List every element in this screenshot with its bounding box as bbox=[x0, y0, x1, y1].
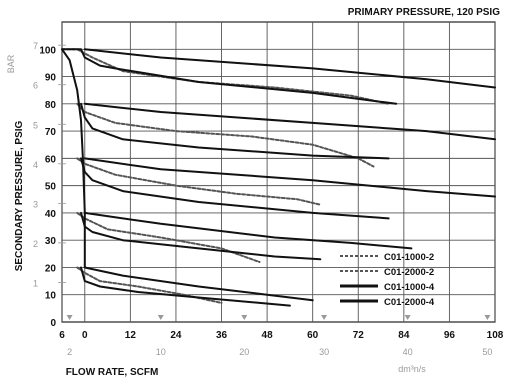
x-secondary-tick-label: 20 bbox=[239, 347, 249, 357]
x-tick-label: 12 bbox=[125, 330, 137, 341]
x-tick-label: 72 bbox=[353, 330, 365, 341]
x-tick-label: 108 bbox=[487, 330, 504, 341]
curve-c01-2000-4 bbox=[83, 157, 496, 198]
x-secondary-tick-label: 30 bbox=[319, 347, 329, 357]
y-tick-label: 0 bbox=[50, 318, 56, 329]
x-secondary-tick-label: 2 bbox=[67, 347, 72, 357]
y-tick-label: 70 bbox=[45, 127, 57, 138]
x-secondary-tick-label: 40 bbox=[403, 347, 413, 357]
y-tick-label: 80 bbox=[45, 100, 57, 111]
x-tick-label: 36 bbox=[216, 330, 228, 341]
curves bbox=[61, 48, 496, 307]
y-tick-label: 30 bbox=[45, 236, 57, 247]
y-tick-label: 60 bbox=[45, 154, 57, 165]
x-tick-label: 96 bbox=[444, 330, 456, 341]
axes: 6 0 12 24 36 48 60 72 84 96 1080102030405060708090… bbox=[33, 41, 504, 357]
y-secondary-tick-label: 2 bbox=[33, 239, 38, 249]
x-secondary-tick bbox=[157, 315, 164, 320]
y-tick-label: 10 bbox=[45, 291, 57, 302]
x-secondary-tick-label: 50 bbox=[482, 347, 492, 357]
curve-c01-1000-2 bbox=[76, 157, 322, 206]
y-tick-label: 90 bbox=[45, 73, 57, 84]
x-axis-label: FLOW RATE, SCFM bbox=[66, 367, 159, 378]
curve-c01-1000-4 bbox=[61, 48, 398, 105]
x-tick-label: 48 bbox=[262, 330, 274, 341]
curve-c01-1000-4 bbox=[80, 102, 390, 160]
y-axis-label: SECONDARY PRESSURE, PSIG bbox=[14, 120, 25, 271]
y-secondary-tick-label: 3 bbox=[33, 199, 38, 209]
x-tick-label: 24 bbox=[170, 330, 182, 341]
x-secondary-tick bbox=[484, 315, 491, 320]
y-secondary-tick-label: 1 bbox=[33, 278, 38, 288]
x-secondary-tick-label: 10 bbox=[156, 347, 166, 357]
x-tick-label: 84 bbox=[398, 330, 410, 341]
x-tick-label: 60 bbox=[307, 330, 319, 341]
curve-c01-1000-4 bbox=[80, 266, 291, 307]
curve-c01-2000-4 bbox=[83, 102, 496, 141]
y-axis-secondary-label: BAR bbox=[6, 54, 16, 73]
legend-label: C01-1000-2 bbox=[384, 252, 434, 263]
legend-label: C01-2000-2 bbox=[384, 267, 434, 278]
y-secondary-tick-label: 4 bbox=[33, 160, 38, 170]
y-tick-label: 100 bbox=[39, 45, 56, 56]
legend-label: C01-2000-4 bbox=[384, 297, 435, 308]
y-secondary-tick-label: 6 bbox=[33, 81, 38, 91]
x-secondary-tick bbox=[241, 315, 248, 320]
grid bbox=[61, 21, 496, 323]
curve-c01-2000-4 bbox=[83, 48, 496, 89]
curve-c01-2000-4 bbox=[83, 211, 413, 250]
curve-c01-2000-4 bbox=[83, 266, 314, 302]
regulation-envelope bbox=[61, 48, 86, 268]
x-secondary-tick bbox=[321, 315, 328, 320]
x-tick-label: 6 bbox=[59, 330, 65, 341]
y-secondary-tick-label: 7 bbox=[33, 41, 38, 51]
y-secondary-tick-label: 5 bbox=[33, 120, 38, 130]
curve-c01-1000-4 bbox=[80, 211, 322, 261]
y-tick-label: 40 bbox=[45, 209, 57, 220]
x-axis-secondary-label: dm³n/s bbox=[398, 364, 426, 374]
y-tick-label: 20 bbox=[45, 263, 57, 274]
curve-c01-1000-2 bbox=[76, 211, 261, 263]
x-secondary-tick bbox=[404, 315, 411, 320]
curve-c01-1000-4 bbox=[80, 157, 390, 220]
x-secondary-tick bbox=[66, 315, 73, 320]
y-tick-label: 50 bbox=[45, 182, 57, 193]
legend-label: C01-1000-4 bbox=[384, 282, 435, 293]
chart-title: PRIMARY PRESSURE, 120 PSIG bbox=[348, 7, 500, 18]
x-tick-label: 0 bbox=[82, 330, 88, 341]
legend: C01-1000-2 C01-2000-2 C01-1000-4 C01-2000-4 bbox=[340, 252, 435, 308]
